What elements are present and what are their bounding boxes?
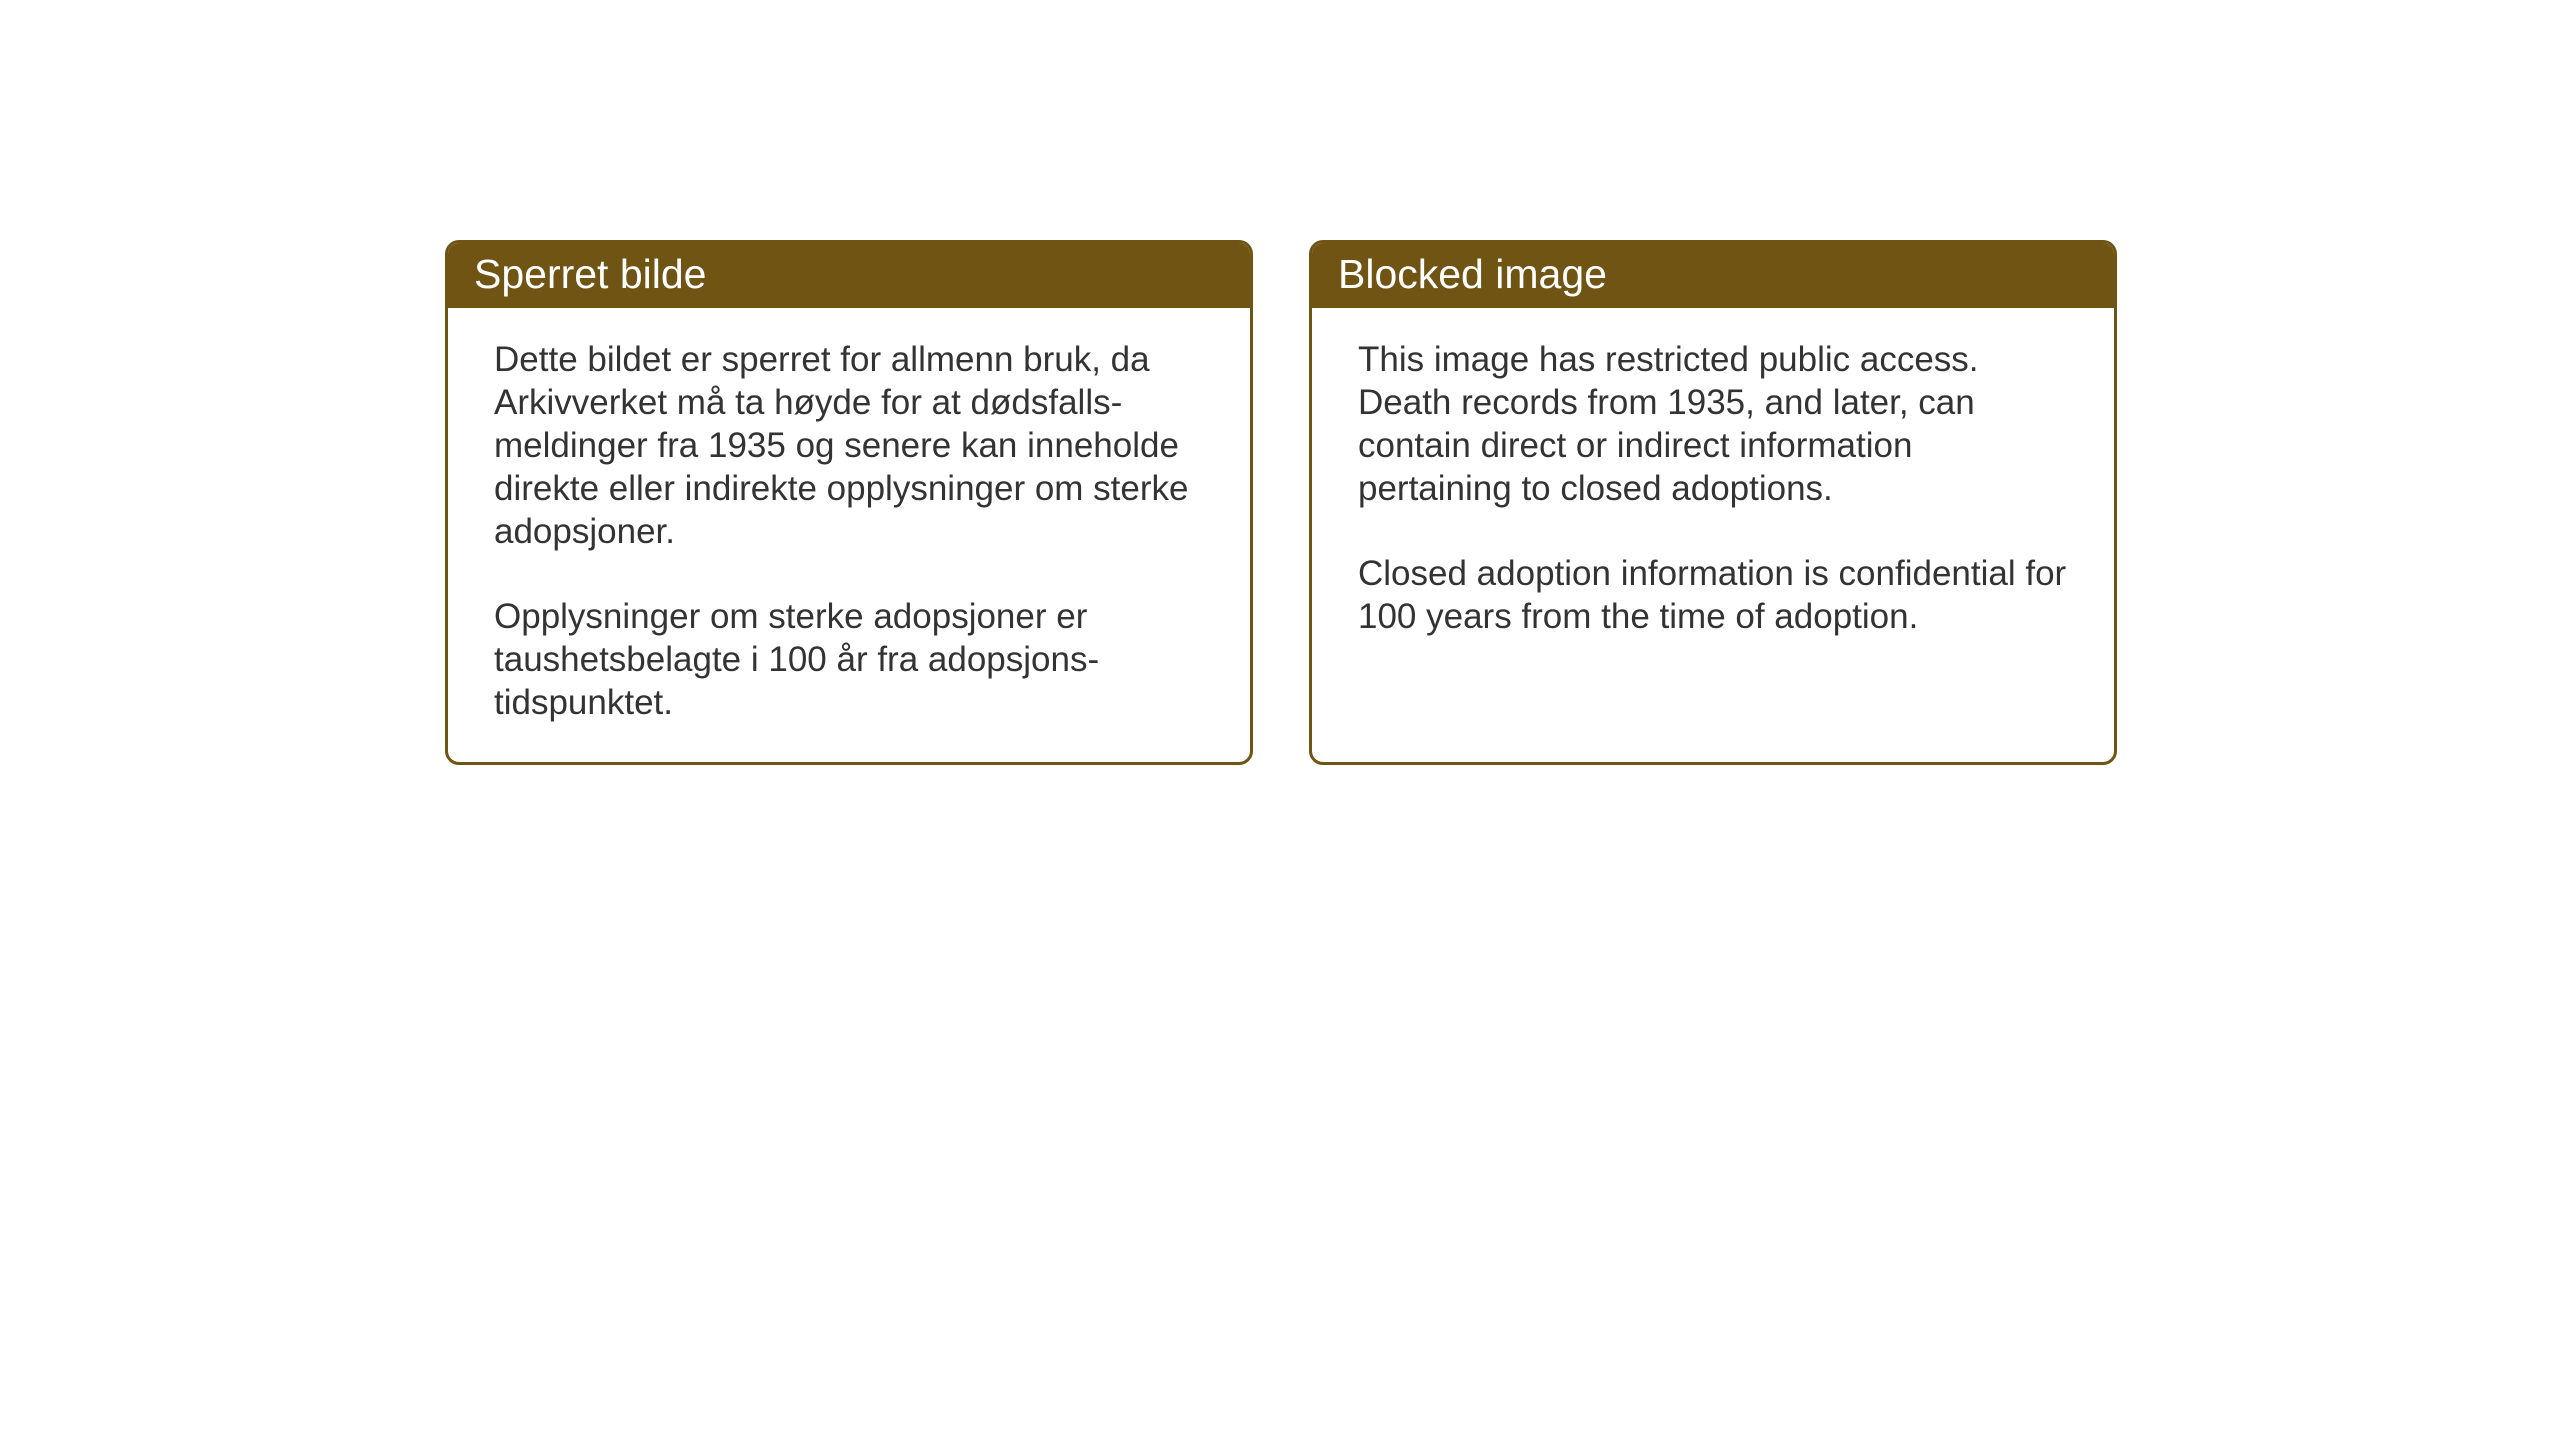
card-title-norwegian: Sperret bilde bbox=[474, 251, 706, 297]
card-header-norwegian: Sperret bilde bbox=[448, 243, 1250, 308]
card-paragraph-2-english: Closed adoption information is confident… bbox=[1358, 552, 2068, 638]
card-paragraph-1-english: This image has restricted public access.… bbox=[1358, 338, 2068, 510]
notice-card-norwegian: Sperret bilde Dette bildet er sperret fo… bbox=[445, 240, 1253, 765]
card-title-english: Blocked image bbox=[1338, 251, 1607, 297]
card-body-norwegian: Dette bildet er sperret for allmenn bruk… bbox=[448, 308, 1250, 762]
notice-container: Sperret bilde Dette bildet er sperret fo… bbox=[445, 240, 2117, 765]
card-body-english: This image has restricted public access.… bbox=[1312, 308, 2114, 676]
notice-card-english: Blocked image This image has restricted … bbox=[1309, 240, 2117, 765]
card-header-english: Blocked image bbox=[1312, 243, 2114, 308]
card-paragraph-1-norwegian: Dette bildet er sperret for allmenn bruk… bbox=[494, 338, 1204, 553]
card-paragraph-2-norwegian: Opplysninger om sterke adopsjoner er tau… bbox=[494, 595, 1204, 724]
